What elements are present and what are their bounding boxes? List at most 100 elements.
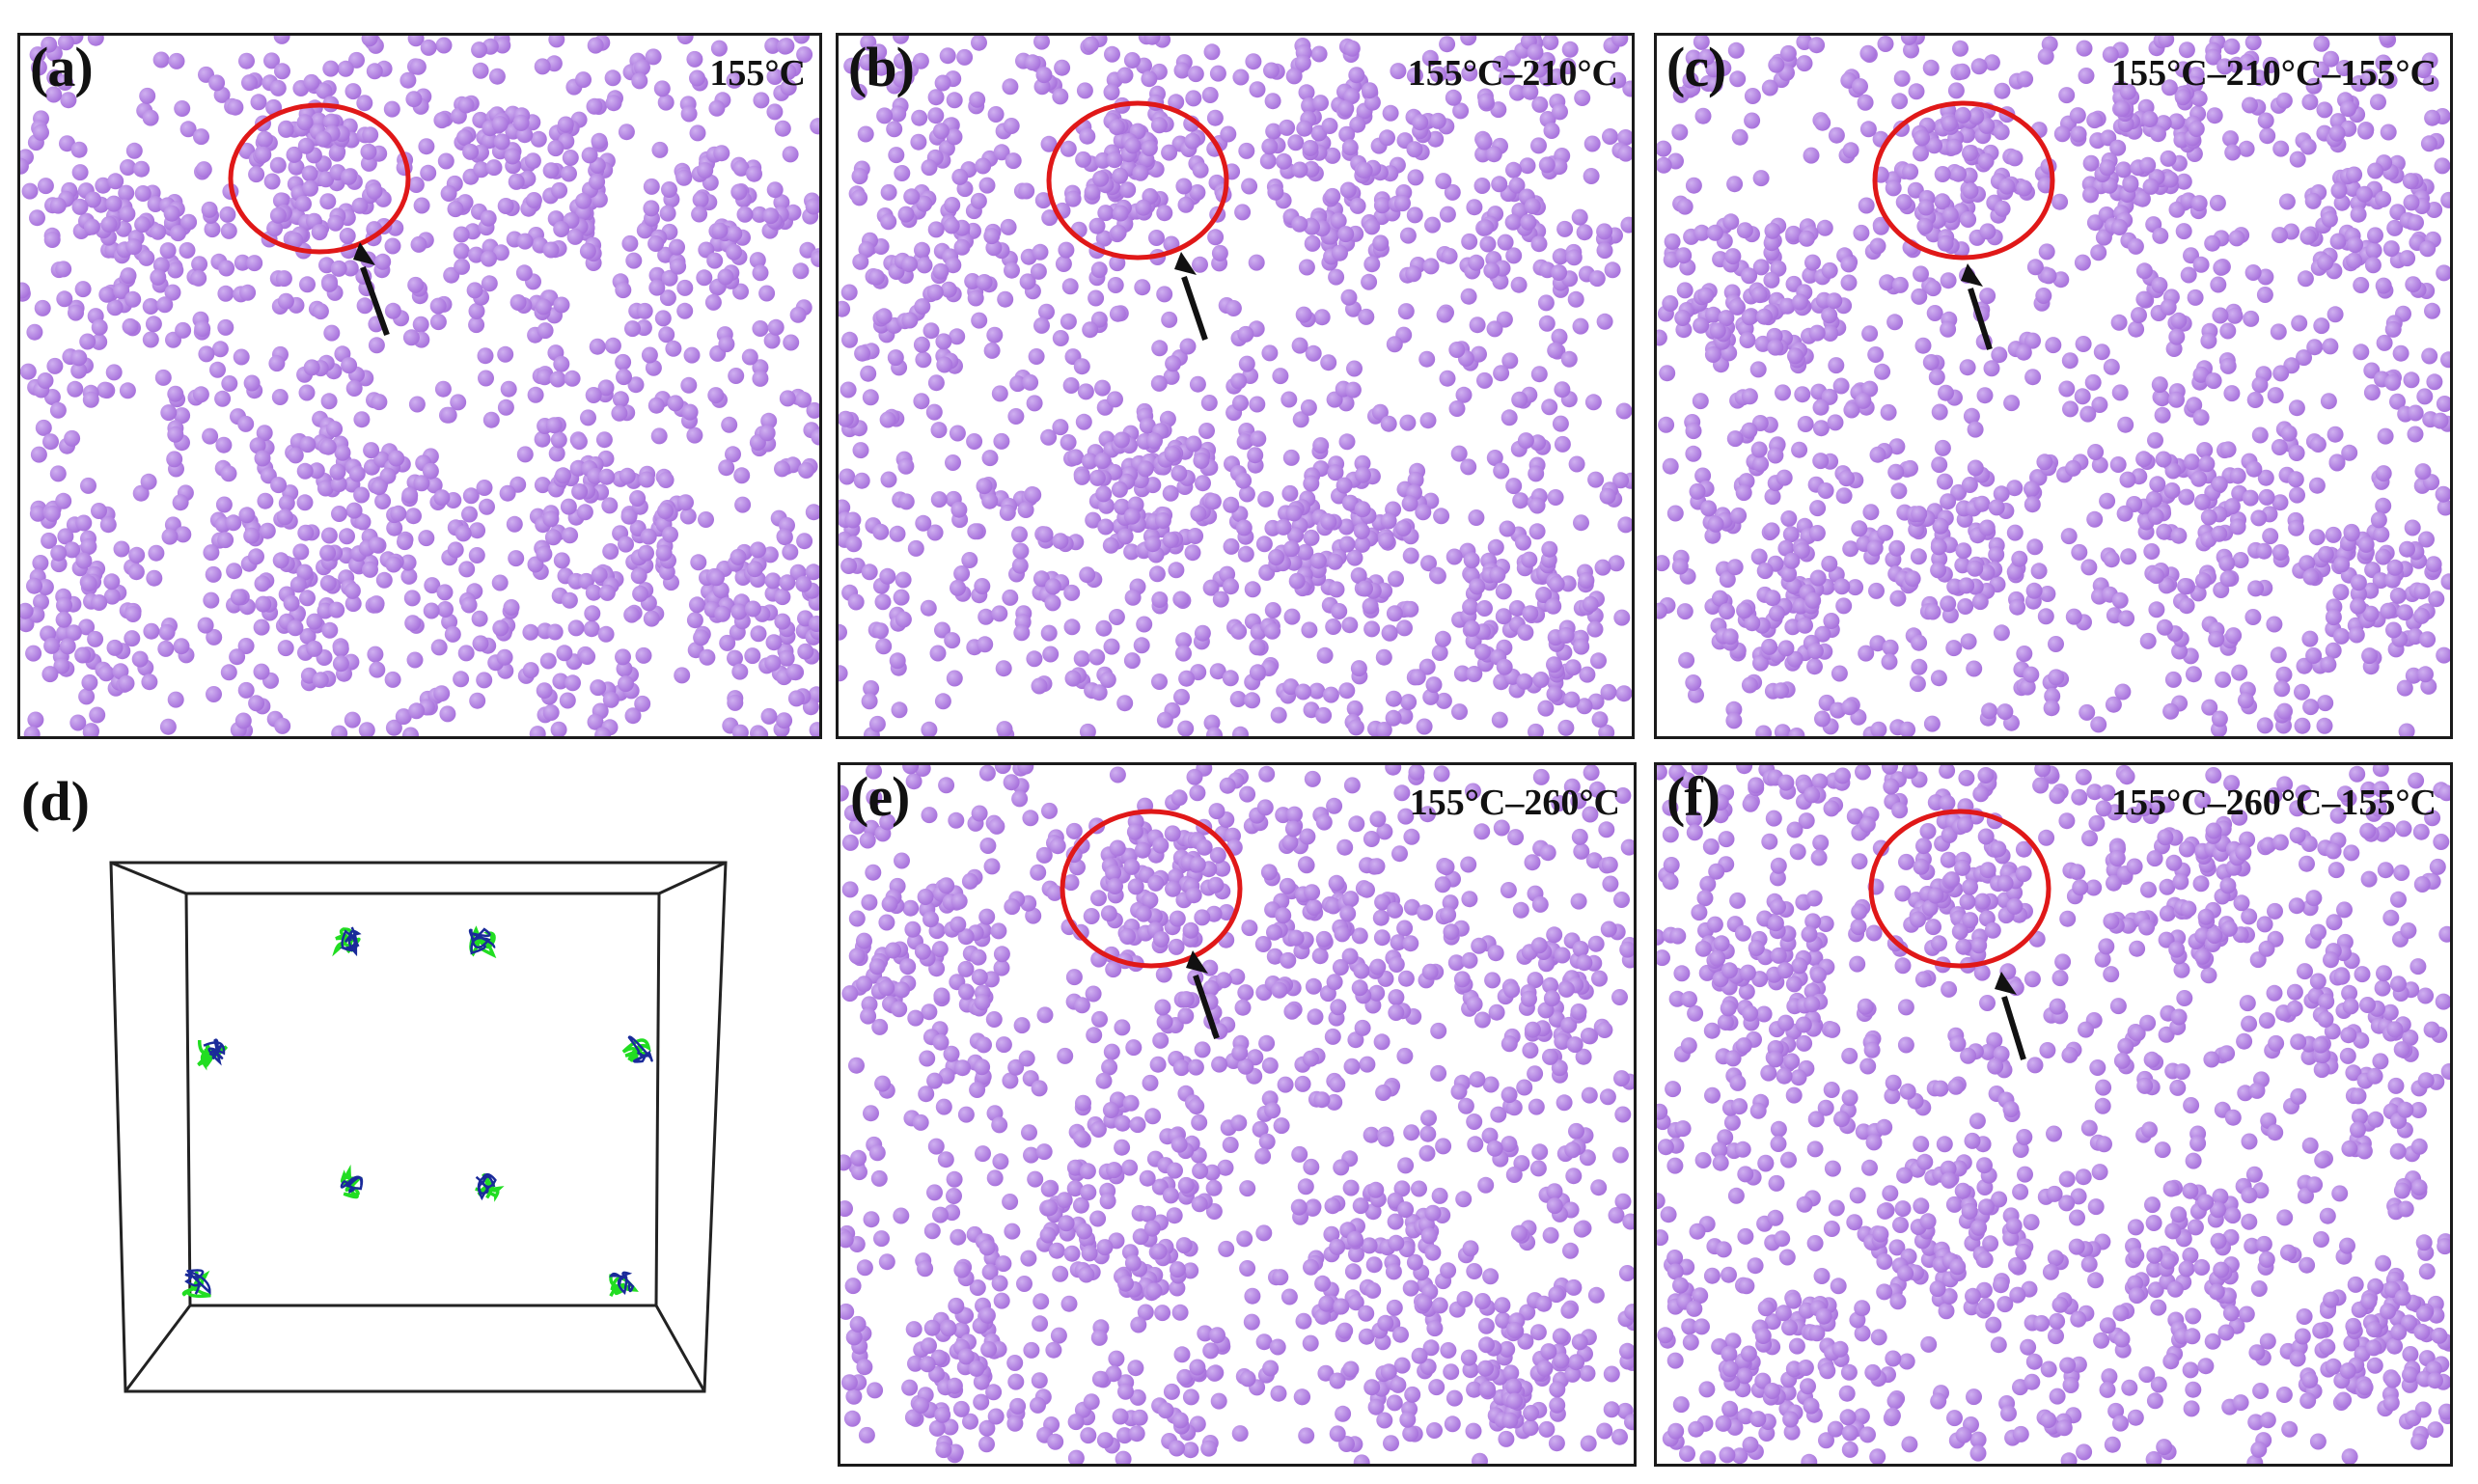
particle <box>2019 678 2036 696</box>
particle <box>689 124 706 142</box>
particle <box>1718 310 1735 327</box>
particle <box>1245 53 1262 70</box>
particle <box>233 348 250 366</box>
particle <box>420 164 437 181</box>
particle <box>1104 45 1120 63</box>
particle <box>1018 1050 1035 1067</box>
particle <box>1193 453 1210 469</box>
particle <box>1080 1427 1097 1444</box>
particle <box>473 161 490 179</box>
particle <box>1282 678 1300 696</box>
particle <box>553 552 570 569</box>
particle <box>1341 494 1359 511</box>
particle <box>2313 317 2330 335</box>
particle <box>992 1153 1009 1170</box>
particle <box>997 290 1014 308</box>
particle <box>1372 909 1390 926</box>
particle <box>345 502 363 519</box>
particle <box>1764 590 1781 607</box>
particle <box>1419 1125 1437 1142</box>
particle <box>879 813 896 831</box>
particle <box>845 1329 863 1346</box>
particle <box>851 1164 867 1181</box>
particle <box>55 261 72 278</box>
particle <box>360 143 377 160</box>
particle <box>2375 497 2392 514</box>
particle <box>1364 1203 1382 1221</box>
particle <box>1993 124 2010 141</box>
particle <box>179 121 197 138</box>
particle <box>2196 442 2214 458</box>
particle <box>1100 905 1117 922</box>
particle <box>2223 38 2241 55</box>
particle <box>852 442 869 459</box>
particle <box>1123 652 1141 670</box>
particle <box>1528 1098 1545 1115</box>
particle <box>56 74 73 91</box>
particle <box>1752 455 1770 473</box>
particle <box>2437 499 2450 516</box>
particle <box>2048 669 2065 686</box>
particle <box>1324 1197 1341 1215</box>
particle <box>311 224 328 241</box>
particle <box>1804 254 1821 271</box>
particle <box>2258 488 2275 506</box>
particle <box>1194 909 1211 926</box>
particle <box>1538 1420 1556 1438</box>
particle <box>1902 239 1919 256</box>
particle <box>468 246 484 263</box>
particle <box>2421 347 2438 365</box>
particle <box>605 95 622 112</box>
particle <box>1479 235 1497 253</box>
particle <box>901 312 919 329</box>
particle <box>2175 223 2192 240</box>
particle <box>209 361 226 378</box>
particle <box>1557 719 1575 736</box>
particle <box>552 673 569 690</box>
particle <box>1453 665 1471 682</box>
particle <box>912 52 929 69</box>
particle <box>620 508 638 525</box>
particle <box>1281 834 1299 851</box>
particle <box>1694 467 1712 484</box>
particle <box>2223 385 2241 402</box>
particle <box>2082 186 2099 204</box>
particle <box>1182 1442 1199 1459</box>
particle <box>396 159 413 177</box>
particle <box>1440 906 1457 923</box>
particle <box>536 369 553 386</box>
particle <box>1209 663 1226 680</box>
particle <box>844 511 862 529</box>
particle <box>468 547 485 563</box>
particle <box>161 528 179 545</box>
particle <box>841 331 858 348</box>
particle <box>1054 59 1071 76</box>
particle <box>278 121 294 138</box>
particle <box>2435 485 2450 503</box>
particle <box>2288 399 2305 417</box>
particle <box>1852 78 1868 95</box>
particle <box>341 168 357 185</box>
particle <box>935 1442 952 1459</box>
particle <box>1406 67 1423 84</box>
particle <box>1482 1268 1500 1285</box>
particle <box>1354 501 1371 518</box>
particle <box>2403 194 2420 211</box>
particle <box>1124 589 1142 606</box>
particle <box>1462 1361 1479 1379</box>
particle <box>986 1169 1004 1187</box>
particle <box>42 433 59 451</box>
particle <box>56 290 73 308</box>
particle <box>157 640 175 657</box>
particle <box>1308 682 1326 700</box>
particle <box>1024 54 1041 71</box>
particle <box>1460 856 1477 873</box>
particle <box>962 1413 978 1430</box>
particle <box>1495 583 1512 600</box>
particle <box>1161 311 1178 328</box>
particle <box>1272 368 1289 385</box>
particle <box>1674 310 1692 326</box>
particle <box>839 499 851 516</box>
temperature-label: 155°C–210°C <box>1407 53 1618 94</box>
particle <box>949 328 966 345</box>
